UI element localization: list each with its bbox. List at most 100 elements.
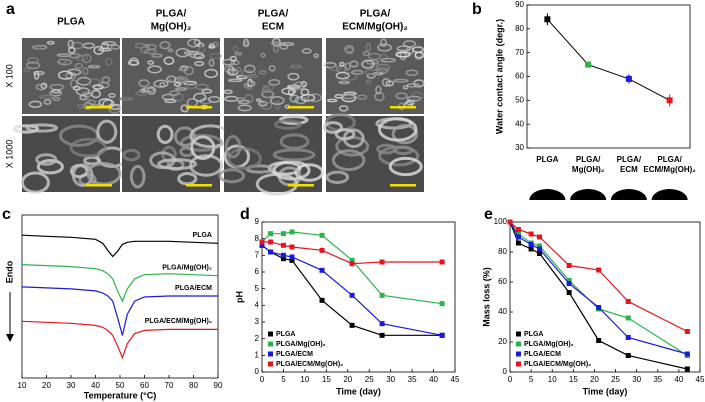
marker [349,261,355,267]
sem-texture [51,96,61,102]
trend-line [547,18,670,101]
sem-row-label: X 1000 [4,140,14,169]
marker [379,259,385,265]
sem-texture [258,100,268,107]
sem-texture [345,46,355,55]
legend-marker [268,341,273,347]
sem-texture [378,145,420,167]
marker [379,321,385,327]
sem-texture [189,154,224,177]
sem-texture [307,93,323,103]
sem-texture [339,61,345,67]
sem-row-label: X 100 [4,64,14,88]
sem-texture [183,50,199,56]
sem-column-title: PLGA [57,17,85,28]
sem-texture [49,89,63,97]
sem-texture [88,78,101,88]
marker [319,232,325,238]
marker [349,322,355,328]
marker [596,305,602,310]
sem-texture [34,45,42,50]
sem-texture [201,88,213,94]
sem-texture [362,50,371,57]
sem-texture [74,62,84,69]
sem-texture [147,60,155,65]
x-tick-label: 25 [365,375,374,384]
sem-texture [169,90,180,96]
sem-texture [376,143,397,155]
plot-frame [261,221,456,373]
x-tick-label: 40 [91,381,100,390]
marker [379,332,385,338]
marker [268,231,274,237]
sem-texture [301,48,312,54]
marker [280,252,286,258]
dsc-curve [21,234,219,258]
sem-texture [294,163,324,182]
sem-texture [175,47,191,58]
sem-texture [39,94,55,100]
scale-bar [186,106,212,109]
x-tick-label: 60 [140,381,149,390]
sem-texture [159,41,171,50]
sem-texture [167,48,174,53]
y-tick-label: 60 [515,72,524,81]
sem-texture [27,57,40,64]
x-tick-label: 30 [386,375,395,384]
sem-texture [364,69,380,76]
sem-texture [380,38,387,48]
legend-label: PLGA/ECM [524,351,561,358]
dsc-curve [21,264,219,303]
marker [515,234,521,240]
marker [319,267,325,273]
x-tick-label: 10 [18,381,27,390]
marker [596,267,602,273]
sem-texture [279,43,289,50]
sem-texture [25,123,59,133]
category-label: PLGA/ [657,155,682,164]
legend-marker [268,331,273,337]
x-tick-label: 35 [408,375,417,384]
endo-arrowhead [6,334,14,342]
sem-texture [406,83,420,88]
marker [684,351,690,357]
sem-texture [356,94,368,100]
sem-texture [268,65,276,72]
sem-texture [23,67,30,73]
marker [625,353,631,358]
sem-texture [35,83,47,91]
legend-label: PLGA/Mg(OH)₂ [276,341,326,348]
marker [566,263,572,268]
scale-bar [390,106,416,109]
scale-bar [288,184,314,187]
sem-texture [244,81,254,91]
sem-texture [335,71,350,80]
sem-texture [87,64,101,69]
marker [515,240,521,246]
x-axis-label: Temperature (°C) [84,390,156,400]
marker [259,239,265,245]
marker [349,257,355,263]
marker [439,259,445,265]
y-axis-label: Endo [4,260,14,283]
sem-texture [338,105,349,112]
y-tick-label: 9 [255,217,260,226]
sem-texture [273,119,302,130]
sem-texture [243,64,256,74]
sem-texture [237,104,252,112]
sem-texture [164,77,172,83]
x-tick-label: 45 [696,375,705,384]
panel-label: d [240,206,250,223]
sem-texture [43,99,52,105]
y-tick-label: 0 [503,367,508,376]
sem-texture [67,46,76,54]
sem-texture [235,74,248,80]
sem-texture [194,60,205,67]
legend-marker [516,351,521,357]
sem-texture [234,51,243,56]
sem-texture [193,52,205,60]
sem-texture [173,81,182,87]
sem-texture [395,51,411,58]
x-tick-label: 40 [429,375,438,384]
sem-texture [287,72,300,81]
